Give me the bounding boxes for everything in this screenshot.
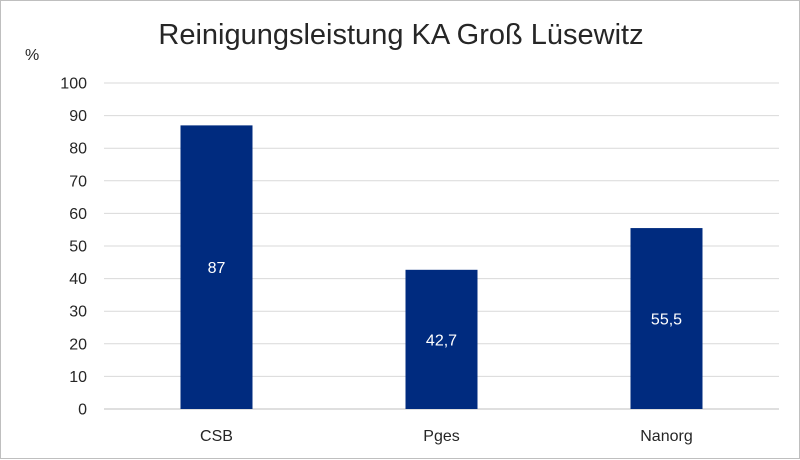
- bar-csb: [180, 125, 253, 409]
- data-label: 42,7: [426, 332, 457, 349]
- y-tick-label: 80: [69, 141, 87, 158]
- bar-pges: [405, 269, 478, 409]
- y-tick-label: 40: [69, 271, 87, 288]
- y-tick-label: 70: [69, 173, 87, 190]
- y-tick-label: 100: [60, 76, 87, 93]
- y-tick-label: 50: [69, 239, 87, 256]
- chart-title: Reinigungsleistung KA Groß Lüsewitz: [158, 19, 644, 51]
- x-tick-label: CSB: [200, 428, 233, 445]
- bar-nanorg: [630, 228, 703, 409]
- data-label: 55,5: [651, 312, 682, 329]
- y-tick-label: 0: [78, 402, 87, 419]
- y-tick-label: 10: [69, 369, 87, 386]
- y-tick-label: 30: [69, 304, 87, 321]
- y-tick-label: 60: [69, 206, 87, 223]
- x-tick-label: Nanorg: [640, 428, 692, 445]
- labels: 0 10 20 30 40 50 60 70 80 90 100 87 CSB 42,7 Pges 55,5 N…: [60, 76, 692, 446]
- y-axis-label: %: [25, 47, 40, 64]
- y-tick-label: 90: [69, 108, 87, 125]
- x-tick-label: Pges: [423, 428, 459, 445]
- data-label: 87: [208, 260, 226, 277]
- bars: [180, 125, 703, 409]
- y-tick-label: 20: [69, 336, 87, 353]
